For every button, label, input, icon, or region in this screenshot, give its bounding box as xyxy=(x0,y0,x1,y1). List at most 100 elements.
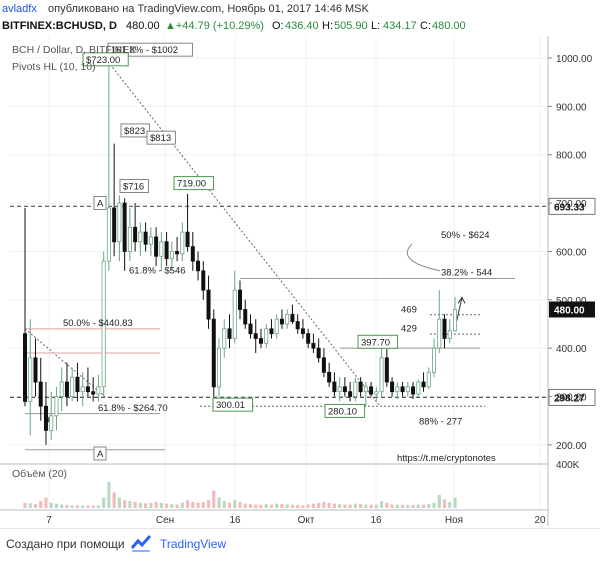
annotation-label: 61.8% - $546 xyxy=(129,266,186,277)
candle-up xyxy=(54,396,59,417)
volume-bar xyxy=(33,504,38,508)
candle-up xyxy=(106,207,111,262)
price-tick-label: 900.00 xyxy=(556,102,587,113)
candle-down xyxy=(201,270,206,291)
candle-down xyxy=(190,246,195,262)
volume-bar xyxy=(49,502,53,508)
volume-bar xyxy=(112,492,116,508)
candle-down xyxy=(85,386,90,393)
volume-bar xyxy=(353,503,357,508)
candle-up xyxy=(395,386,400,393)
volume-bar xyxy=(217,497,221,508)
candle-down xyxy=(243,309,248,325)
annotation-label: 61.8% - $264.70 xyxy=(98,403,168,414)
time-tick-label: 16 xyxy=(370,515,382,526)
price-tick-label: 200.00 xyxy=(556,441,587,452)
close-value: 480.00 xyxy=(432,20,466,32)
volume-bar xyxy=(191,501,195,508)
volume-bar xyxy=(395,504,399,508)
price-axis: 1000.00 900.00 800.00 700.00 600.00 500.00 400… xyxy=(548,54,595,471)
candle-up xyxy=(80,386,85,393)
symbol-bar: BITFINEX:BCHUSD, D 480.00 ▲+44.79 (+10.2… xyxy=(0,17,600,33)
publish-info: опубликовано на TradingView.com, Ноябрь … xyxy=(48,3,369,15)
candle-down xyxy=(185,231,190,248)
candle-down xyxy=(164,241,169,260)
chart-area[interactable]: 693.33 298.27 161.8% - $1002 $723.00 $823 $8… xyxy=(0,36,600,526)
legend-pivots: Pivots HL (10, 10) xyxy=(12,61,96,73)
legend-volume: Объём (20) xyxy=(12,468,67,480)
volume-bar xyxy=(406,504,410,508)
brand-link[interactable]: TradingView xyxy=(160,537,227,551)
high-label: H: xyxy=(322,20,333,32)
author-link[interactable]: avladfx xyxy=(2,3,37,15)
price-tick-label: 300.00 xyxy=(556,393,587,404)
annotation-label: 88% - 277 xyxy=(419,417,462,428)
volume-bar xyxy=(81,505,85,508)
annotation-label: https://t.me/cryptonotes xyxy=(397,453,496,464)
volume-bar xyxy=(107,482,111,508)
candle-down xyxy=(154,236,159,257)
volume-bar xyxy=(411,504,415,508)
candle-up xyxy=(452,309,457,332)
candle-down xyxy=(348,391,353,397)
volume-bar xyxy=(385,502,389,508)
annotation-box xyxy=(93,196,107,210)
candle-down xyxy=(227,328,232,339)
volume-bar xyxy=(243,503,247,508)
candle-down xyxy=(122,202,127,252)
high-value: 505.90 xyxy=(334,20,368,32)
volume-bar xyxy=(416,504,420,508)
symbol-change: ▲+44.79 (+10.29%) xyxy=(165,20,264,32)
candle-up xyxy=(432,347,437,373)
candle-down xyxy=(384,357,389,383)
annotation-box xyxy=(173,176,215,191)
candle-down xyxy=(196,260,201,272)
candles xyxy=(22,58,457,445)
candle-up xyxy=(353,381,358,397)
annotation-label: 429 xyxy=(401,324,417,335)
candle-down xyxy=(400,386,405,393)
candle-down xyxy=(206,289,211,320)
volume-bar xyxy=(327,502,331,508)
annotation-label: A xyxy=(97,198,104,209)
volume-bar xyxy=(432,502,436,508)
candle-up xyxy=(159,241,164,257)
candle-down xyxy=(295,321,300,330)
candle-down xyxy=(279,318,284,325)
candle-down xyxy=(75,376,80,393)
candle-down xyxy=(321,357,326,373)
volume-bar xyxy=(453,497,457,508)
annotation-label: 397.70 xyxy=(361,337,390,348)
candle-down xyxy=(421,381,426,388)
time-tick-label: Ноя xyxy=(445,515,463,526)
price-tick-label: 600.00 xyxy=(556,247,587,258)
price-tick-label: 400.00 xyxy=(556,344,587,355)
price-chart[interactable]: 693.33 298.27 161.8% - $1002$723.00 $823 $8… xyxy=(0,36,600,526)
candle-up xyxy=(285,313,290,325)
annotation-label: 469 xyxy=(401,304,417,315)
volume-bar xyxy=(185,500,190,508)
volume-bar xyxy=(133,501,137,508)
price-level-tag xyxy=(548,197,596,215)
candle-up xyxy=(70,376,75,397)
volume-bar xyxy=(437,495,441,508)
annotations: 161.8% - $1002$723.00 $823 $813 $716 719.00 6… xyxy=(63,42,496,464)
symbol-price: 480.00 xyxy=(126,20,160,32)
candle-down xyxy=(143,231,148,245)
candle-down xyxy=(258,338,263,344)
volume-bar xyxy=(222,501,226,508)
volume-bar xyxy=(65,504,69,508)
annotation-box xyxy=(146,130,176,145)
price-level-tag xyxy=(548,388,596,406)
candle-up xyxy=(49,415,54,431)
annotation-box xyxy=(119,179,149,193)
volume-bar xyxy=(264,504,268,508)
volume-bar xyxy=(332,503,336,508)
volume-bar xyxy=(128,501,132,508)
volume-bar xyxy=(23,502,27,508)
last-price-label: 480.00 xyxy=(554,305,585,316)
volume-bar xyxy=(290,504,295,508)
volume-bar xyxy=(374,504,378,508)
volume-bar xyxy=(117,497,121,508)
candle-down xyxy=(311,342,316,349)
